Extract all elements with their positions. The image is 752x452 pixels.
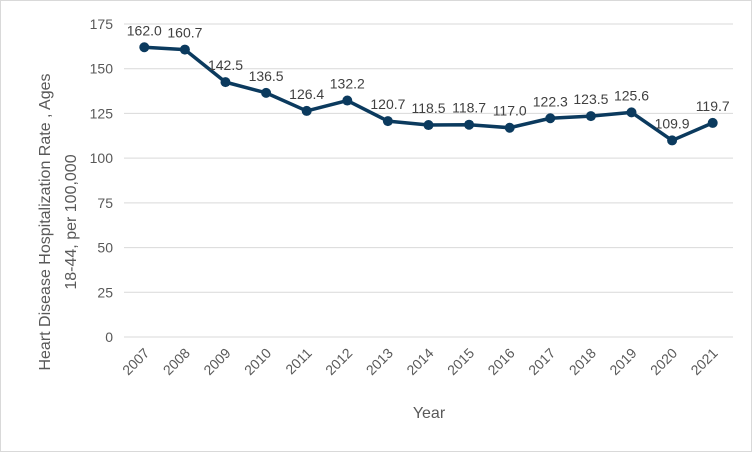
data-label: 142.5 bbox=[208, 57, 243, 73]
data-label: 120.7 bbox=[370, 96, 405, 112]
data-point bbox=[220, 77, 231, 88]
x-tick-label: 2007 bbox=[119, 345, 152, 378]
data-label: 123.5 bbox=[573, 91, 608, 107]
data-point bbox=[139, 42, 150, 53]
x-tick-label: 2017 bbox=[525, 345, 558, 378]
data-point bbox=[342, 95, 353, 106]
data-point bbox=[464, 119, 475, 130]
y-axis-title-line-1: Heart Disease Hospitalization Rate , Age… bbox=[37, 73, 54, 370]
y-tick-label: 175 bbox=[90, 16, 114, 32]
data-label: 132.2 bbox=[330, 76, 365, 92]
y-tick-label: 100 bbox=[90, 150, 114, 166]
data-label: 125.6 bbox=[614, 87, 649, 103]
y-tick-label: 150 bbox=[90, 61, 114, 77]
data-point bbox=[179, 44, 190, 55]
data-point bbox=[707, 117, 718, 128]
x-tick-label: 2008 bbox=[160, 345, 193, 378]
data-label: 126.4 bbox=[289, 86, 324, 102]
data-label: 160.7 bbox=[167, 25, 202, 41]
y-axis-title-line-2: 18-44, per 100,000 bbox=[63, 154, 80, 289]
data-label: 118.7 bbox=[452, 100, 486, 116]
x-tick-label: 2011 bbox=[282, 345, 315, 378]
y-axis-title: Heart Disease Hospitalization Rate , Age… bbox=[37, 73, 80, 370]
x-axis-ticks: 2007 2008 2009 2010 2011 2012 2013 2014 2015 2016… bbox=[119, 345, 721, 378]
x-tick-label: 2013 bbox=[363, 345, 396, 378]
x-axis-title: Year bbox=[413, 405, 446, 422]
data-label: 119.7 bbox=[696, 98, 730, 114]
x-tick-label: 2021 bbox=[687, 345, 720, 378]
x-tick-label: 2018 bbox=[566, 345, 599, 378]
data-labels: 162.0 160.7 142.5 136.5 126.4 132.2 120.7 118.5… bbox=[127, 22, 730, 131]
data-point bbox=[626, 107, 637, 118]
y-tick-label: 25 bbox=[97, 284, 113, 300]
data-point bbox=[504, 122, 515, 133]
y-tick-label: 125 bbox=[90, 105, 114, 121]
x-tick-label: 2015 bbox=[444, 345, 477, 378]
x-tick-label: 2014 bbox=[403, 345, 436, 378]
data-point bbox=[423, 120, 434, 131]
data-label: 118.5 bbox=[412, 100, 446, 116]
x-tick-label: 2020 bbox=[647, 345, 680, 378]
data-point bbox=[382, 116, 393, 127]
data-label: 136.5 bbox=[249, 68, 284, 84]
data-label: 109.9 bbox=[655, 115, 690, 131]
data-point bbox=[301, 105, 312, 116]
x-tick-label: 2010 bbox=[241, 345, 274, 378]
data-label: 117.0 bbox=[493, 103, 527, 119]
data-label: 162.0 bbox=[127, 22, 162, 38]
y-tick-label: 0 bbox=[105, 329, 113, 345]
data-point bbox=[261, 87, 272, 98]
data-label: 122.3 bbox=[533, 93, 568, 109]
y-axis-ticks: 0 25 50 75 100 125 150 175 bbox=[90, 16, 114, 345]
data-point bbox=[545, 113, 556, 124]
data-point bbox=[585, 111, 596, 122]
x-tick-label: 2019 bbox=[606, 345, 639, 378]
x-tick-label: 2016 bbox=[484, 345, 517, 378]
y-tick-label: 50 bbox=[97, 240, 113, 256]
x-tick-label: 2009 bbox=[200, 345, 233, 378]
y-tick-label: 75 bbox=[97, 195, 113, 211]
series bbox=[139, 42, 718, 146]
data-point bbox=[667, 135, 678, 146]
x-tick-label: 2012 bbox=[322, 345, 355, 378]
